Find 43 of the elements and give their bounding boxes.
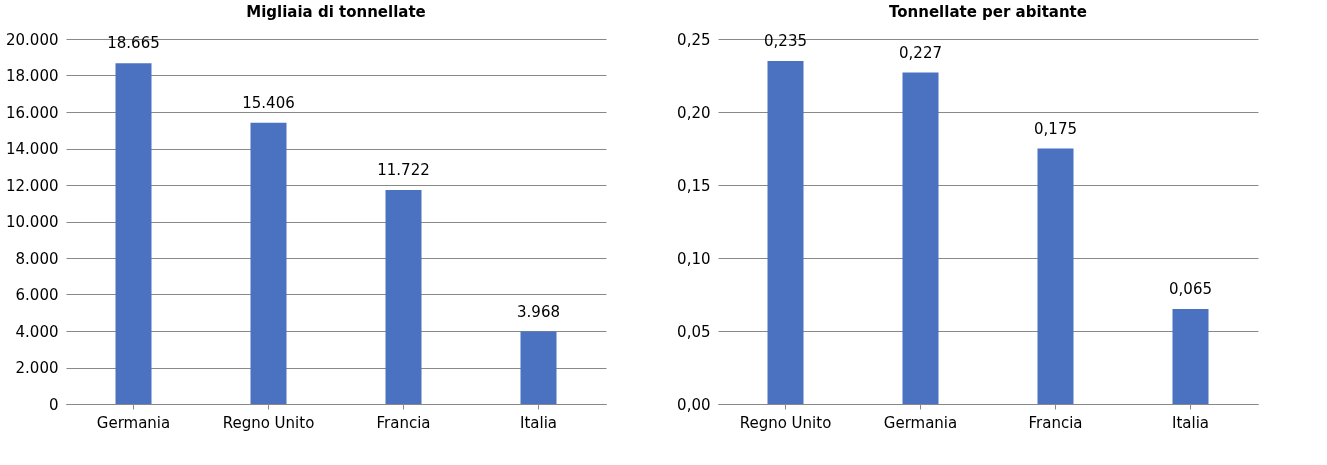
x-tick-label: Italia <box>1171 413 1210 432</box>
data-label: 0,235 <box>764 31 807 50</box>
y-tick-label: 0,20 <box>677 103 711 122</box>
bar <box>767 60 804 404</box>
x-tick-label: Francia <box>1028 413 1083 432</box>
bar <box>1037 148 1074 404</box>
bar <box>385 190 422 404</box>
x-tick-label: Francia <box>376 413 431 432</box>
y-tick-label: 0,10 <box>677 249 711 268</box>
data-label: 18.665 <box>107 34 160 53</box>
y-tick-label: 0,25 <box>677 30 711 49</box>
data-label: 0,175 <box>1034 119 1077 138</box>
chart-title: Migliaia di tonnellate <box>246 3 426 21</box>
y-tick-label: 10.000 <box>6 213 59 231</box>
y-tick-label: 0 <box>48 395 59 414</box>
y-tick-label: 2.000 <box>15 359 59 377</box>
y-tick-label: 0,00 <box>677 395 711 414</box>
y-tick-label: 20.000 <box>6 30 59 49</box>
x-tick-label: Regno Unito <box>222 413 315 432</box>
bar <box>520 331 557 404</box>
y-tick-label: 4.000 <box>15 322 59 341</box>
y-tick-label: 0,15 <box>677 176 711 195</box>
data-label: 0,065 <box>1169 280 1212 299</box>
y-tick-label: 6.000 <box>15 286 59 304</box>
x-tick-label: Germania <box>883 413 958 432</box>
x-tick-label: Italia <box>519 413 558 432</box>
bar <box>115 63 152 404</box>
data-label: 15.406 <box>242 93 295 112</box>
data-label: 11.722 <box>377 161 430 180</box>
data-label: 3.968 <box>517 302 560 321</box>
y-tick-label: 18.000 <box>6 67 59 85</box>
y-tick-label: 8.000 <box>15 249 59 268</box>
y-tick-label: 12.000 <box>6 176 59 195</box>
x-tick-label: Germania <box>96 413 171 432</box>
bar <box>902 72 939 404</box>
bar <box>250 122 287 404</box>
x-tick-label: Regno Unito <box>739 413 832 432</box>
chart-title: Tonnellate per abitante <box>889 3 1087 21</box>
y-tick-label: 14.000 <box>6 140 59 158</box>
bar <box>1172 309 1209 404</box>
y-tick-label: 0,05 <box>677 322 711 341</box>
data-label: 0,227 <box>899 43 942 62</box>
y-tick-label: 16.000 <box>6 103 59 122</box>
